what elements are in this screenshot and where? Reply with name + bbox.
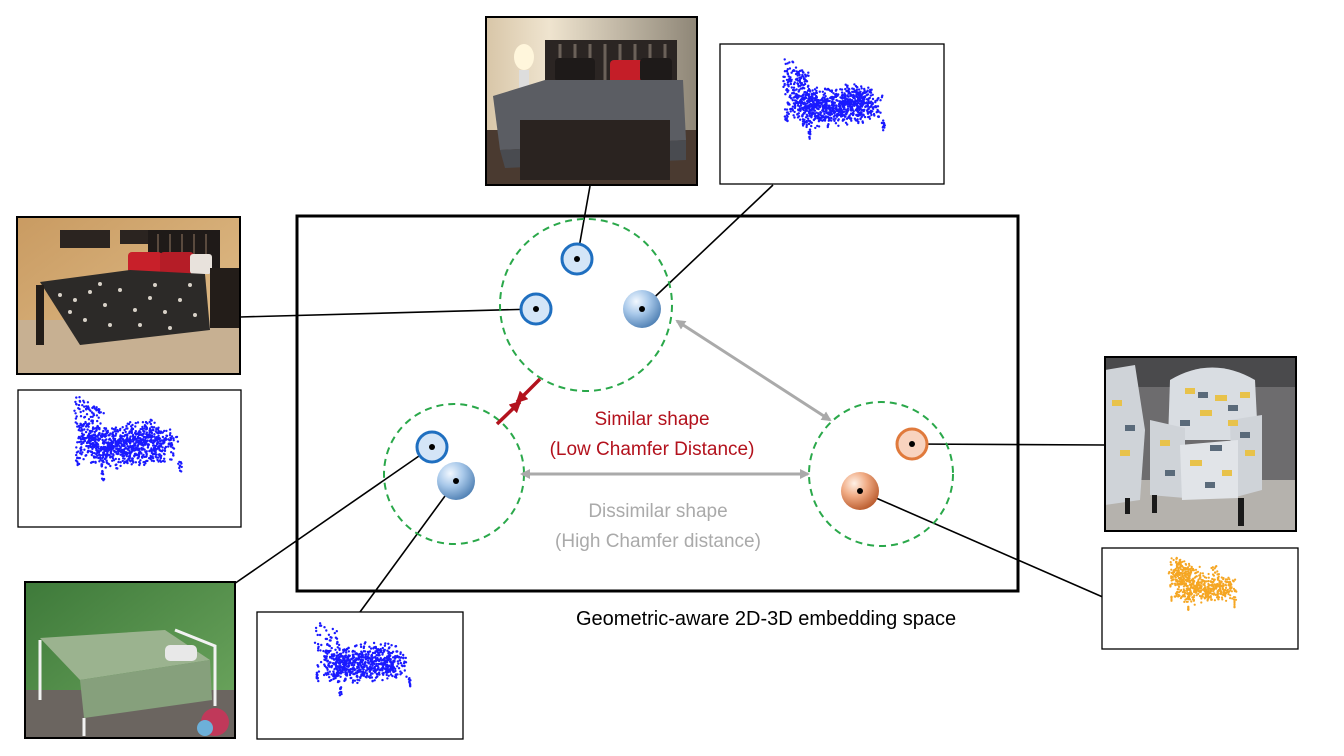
point-cloud-armchair: [1101, 547, 1299, 650]
node-point-cloud-bed-bottom: [437, 462, 475, 500]
similar-label-line2: (Low Chamfer Distance): [550, 439, 755, 460]
embedding-space-frame: [295, 214, 1020, 593]
connector-photo-armchair: [911, 443, 1106, 446]
photo-armchair: [1104, 356, 1297, 532]
connector-point-cloud-bed-bottom: [359, 480, 457, 613]
photo-bed-green-room: [24, 581, 236, 739]
photo-bed-dark-room: [485, 16, 698, 186]
connector-photo-bed-leopard: [239, 308, 537, 318]
node-point-cloud-bed-top: [623, 290, 661, 328]
dissimilar-arrow-diagonal: [675, 319, 832, 422]
photo-bed-leopard: [16, 216, 241, 375]
similar-label-line1: Similar shape: [594, 409, 709, 430]
connector-point-cloud-bed-top: [641, 184, 774, 310]
point-cloud-bed-left: [17, 389, 242, 528]
cluster-right: [808, 401, 954, 547]
similar-arrow-top: [515, 377, 542, 404]
point-cloud-bed-top: [719, 43, 945, 185]
node-point-cloud-armchair: [841, 472, 879, 510]
cluster-top: [499, 218, 673, 392]
node-image-bed-top: [560, 242, 594, 276]
connector-photo-bed-green-room: [233, 446, 433, 585]
node-image-bed-green-room: [415, 430, 449, 464]
connector-point-cloud-armchair: [859, 490, 1106, 599]
embedding-space-caption: Geometric-aware 2D-3D embedding space: [576, 608, 956, 630]
dissimilar-label-line1: Dissimilar shape: [588, 501, 727, 522]
node-image-armchair: [895, 427, 929, 461]
point-cloud-bed-bottom: [256, 611, 464, 740]
node-image-bed-leopard: [519, 292, 553, 326]
similar-arrow-bottom: [495, 400, 522, 426]
dissimilar-label-line2: (High Chamfer distance): [555, 531, 761, 552]
